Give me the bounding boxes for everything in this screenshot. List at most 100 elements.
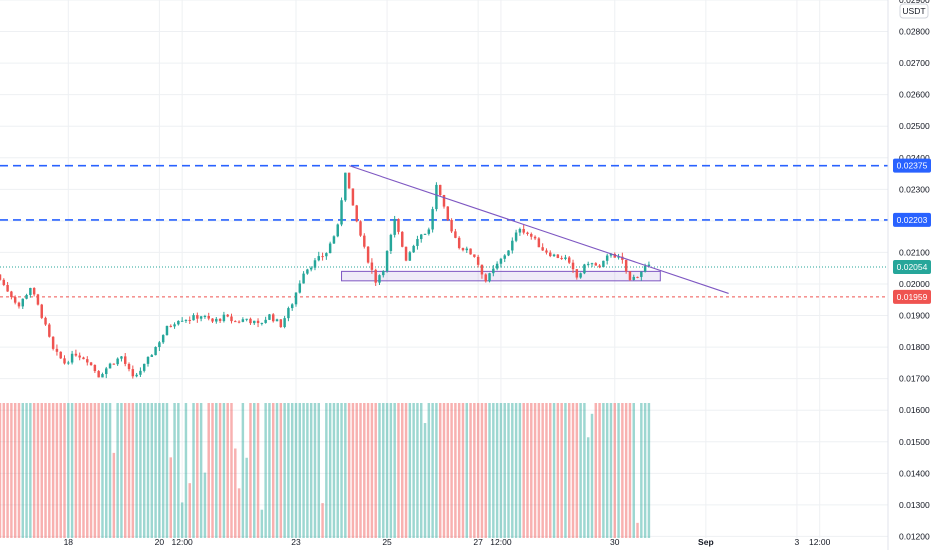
candle-body (294, 292, 298, 305)
volume-bar (36, 403, 40, 538)
volume-bar (199, 403, 203, 538)
horizontal-levels[interactable] (0, 164, 888, 298)
candle-body (218, 318, 222, 322)
candle-body (275, 319, 279, 322)
volume-bar (480, 403, 484, 538)
price-tick-label: 0.02900 (899, 0, 930, 5)
volume-bar (412, 403, 415, 538)
volume-bar (347, 403, 351, 538)
currency-badge[interactable]: USDT (902, 6, 925, 16)
volume-bar (169, 457, 173, 538)
volume-bar (245, 457, 248, 538)
candle-body (40, 304, 43, 318)
candle-body (564, 257, 567, 259)
trendline-layer[interactable] (348, 165, 729, 294)
candle-body (446, 206, 450, 220)
support-zone[interactable] (341, 270, 661, 282)
time-tick-label: 12:00 (809, 537, 831, 547)
volume-bar (51, 403, 55, 538)
candle-body (306, 269, 309, 274)
volume-bar (643, 403, 647, 538)
volume-bar (70, 403, 74, 538)
volume-bar (359, 403, 362, 538)
candle-body (63, 358, 66, 364)
candle-body (165, 325, 169, 336)
candle-body (188, 319, 191, 321)
candle-body (579, 273, 582, 278)
candle-body (495, 263, 499, 269)
volume-bar (613, 403, 617, 538)
candle-body (309, 267, 313, 270)
volume-bar (218, 403, 222, 538)
candle-body (89, 362, 93, 366)
volume-bar (465, 403, 469, 538)
volume-bars (0, 403, 651, 538)
volume-bar (590, 413, 594, 538)
candle-body (647, 264, 651, 266)
candle-body (21, 298, 25, 307)
candle-body (173, 324, 176, 327)
candle-body (48, 324, 51, 337)
volume-bar (275, 403, 279, 538)
candle-body (412, 245, 415, 253)
volume-bar (154, 403, 157, 538)
time-axis[interactable]: 18 20 12:00 23 25 27 12:00 30 Sep 3 12:00 (64, 537, 831, 547)
candle-body (560, 258, 563, 260)
candle-body (10, 291, 13, 298)
volume-bar (127, 403, 131, 538)
candle-body (640, 271, 643, 277)
volume-bar (298, 403, 302, 538)
volume-bar (188, 483, 191, 538)
volume-bar (423, 423, 427, 538)
candle-body (105, 368, 108, 375)
candle-body (416, 239, 419, 246)
candle-body (556, 254, 560, 259)
candle-body (127, 363, 131, 370)
candle-body (298, 283, 302, 293)
candle-body (283, 318, 286, 328)
volume-bar (628, 403, 632, 538)
candle-body (408, 252, 412, 261)
volume-bar (249, 403, 252, 538)
candle-body (313, 260, 317, 268)
candle-body (389, 234, 393, 251)
volume-bar (488, 403, 491, 538)
candle-body (624, 259, 628, 272)
candle-body (131, 369, 135, 377)
volume-bar (442, 403, 446, 538)
volume-bar (317, 403, 321, 538)
volume-bar (123, 403, 127, 538)
candle-body (230, 316, 233, 322)
volume-bar (253, 403, 256, 538)
volume-bar (530, 403, 533, 538)
candle-body (347, 172, 351, 189)
candle-body (6, 285, 9, 292)
candle-body (363, 235, 366, 247)
volume-bar (101, 403, 104, 538)
candle-body (139, 370, 142, 375)
candle-body (598, 265, 601, 268)
candle-body (245, 318, 248, 320)
volume-bar (575, 403, 579, 538)
volume-bar (385, 403, 389, 538)
support-zone-box[interactable] (341, 270, 661, 282)
candle-body (488, 273, 491, 282)
volume-bar (215, 403, 218, 538)
candle-body (146, 356, 150, 364)
candle-body (241, 319, 245, 322)
volume-bar (522, 403, 525, 538)
candle-body (621, 256, 624, 260)
currency-badge-box[interactable] (899, 3, 929, 19)
volume-bar (211, 403, 214, 538)
candle-body (511, 240, 514, 251)
volume-bar (431, 403, 434, 538)
candle-body (583, 264, 586, 274)
price-tick-label: 0.02400 (899, 153, 930, 163)
descending-trendline[interactable] (348, 165, 729, 294)
candle-body (287, 308, 290, 319)
currency-badge-group[interactable]: USDT (899, 3, 929, 19)
volume-bar (139, 403, 142, 538)
